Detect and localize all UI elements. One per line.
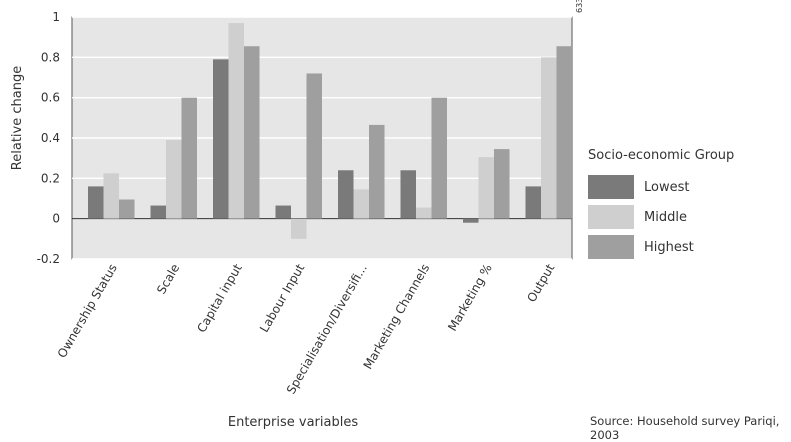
x-tick-label: Ownership Status xyxy=(55,262,120,361)
bar-highest xyxy=(119,199,135,219)
bar-highest xyxy=(306,73,322,219)
bar-middle xyxy=(103,173,119,219)
x-tick-label: Output xyxy=(524,261,557,304)
y-tick-label: -0.2 xyxy=(37,252,60,266)
bar-highest xyxy=(556,46,572,219)
bar-lowest xyxy=(400,170,416,219)
bar-middle xyxy=(416,207,432,219)
bar-highest xyxy=(431,97,447,219)
x-tick-label: Labour Input xyxy=(257,261,307,334)
bar-lowest xyxy=(275,205,291,219)
bar-lowest xyxy=(213,59,229,219)
legend-label-highest: Highest xyxy=(644,239,694,255)
y-tick-label: 0.8 xyxy=(41,50,60,64)
bar-highest xyxy=(369,124,385,219)
legend-swatch-highest xyxy=(588,235,634,259)
x-axis-title: Enterprise variables xyxy=(228,415,358,429)
legend-item-highest: Highest xyxy=(588,235,734,259)
bar-highest xyxy=(181,97,197,219)
x-tick-label: Capital input xyxy=(194,261,245,335)
x-tick-label: Marketing % xyxy=(445,262,495,334)
y-axis-title: Relative change xyxy=(10,66,25,170)
legend-item-middle: Middle xyxy=(588,205,734,229)
y-tick-label: 0 xyxy=(52,212,60,226)
legend-swatch-lowest xyxy=(588,175,634,199)
bar-lowest xyxy=(338,170,354,219)
source-note: Source: Household survey Pariqi, 2003 xyxy=(590,414,780,442)
bar-middle xyxy=(353,189,369,219)
bar-highest xyxy=(494,149,510,219)
bar-lowest xyxy=(88,186,104,219)
bar-lowest xyxy=(463,218,479,223)
legend-swatch-middle xyxy=(588,205,634,229)
legend-title: Socio-economic Group xyxy=(588,148,735,163)
x-tick-label: Marketing Channels xyxy=(361,262,433,372)
y-tick-label: 0.4 xyxy=(41,131,60,145)
bar-middle xyxy=(291,218,307,239)
legend-label-middle: Middle xyxy=(644,209,687,225)
y-tick-label: 0.2 xyxy=(41,171,60,185)
legend-item-lowest: Lowest xyxy=(588,175,734,199)
x-tick-label: Scale xyxy=(154,262,182,297)
bar-lowest xyxy=(150,205,166,219)
bar-middle xyxy=(166,140,182,219)
bar-highest xyxy=(244,46,260,219)
legend: Socio-economic Group Lowest Middle Highe… xyxy=(588,148,734,265)
bar-lowest xyxy=(525,186,541,219)
y-tick-label: 0.6 xyxy=(41,91,60,105)
legend-label-lowest: Lowest xyxy=(644,179,690,195)
bar-middle xyxy=(228,23,244,219)
bar-middle xyxy=(541,57,557,219)
figure-id: 6336 xyxy=(575,0,584,13)
bar-middle xyxy=(478,157,494,219)
y-tick-label: 1 xyxy=(52,10,60,24)
